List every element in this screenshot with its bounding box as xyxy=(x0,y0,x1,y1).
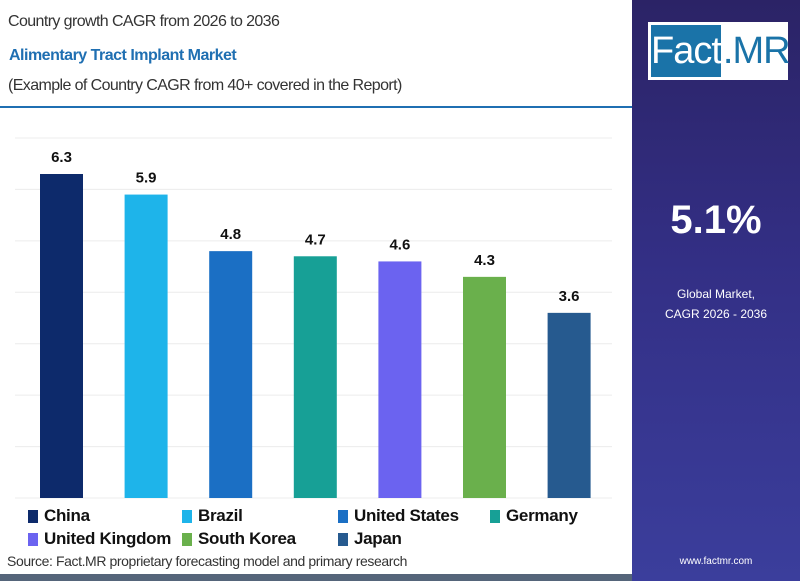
data-label: 4.6 xyxy=(389,236,410,253)
legend-label: China xyxy=(44,506,90,525)
legend-swatch xyxy=(338,509,348,523)
bar-china xyxy=(40,174,83,498)
legend-item: Japan xyxy=(338,529,402,549)
chart-subtitle: (Example of Country CAGR from 40+ covere… xyxy=(8,77,402,94)
source-note: Source: Fact.MR proprietary forecasting … xyxy=(7,553,407,569)
data-label: 4.8 xyxy=(220,226,241,243)
legend-label: Japan xyxy=(354,529,402,548)
bottom-bar xyxy=(0,574,632,581)
bar-united-states xyxy=(209,251,253,498)
bar-germany xyxy=(293,256,337,498)
logo-text-fact: Fact xyxy=(651,25,722,77)
label-line-2: CAGR 2026 - 2036 xyxy=(664,307,768,321)
bar-chart: 6.3 5.9 4.8 4.7 4.6 4.3 3.6 xyxy=(15,137,612,499)
legend-swatch xyxy=(490,509,500,523)
legend-swatch xyxy=(182,532,192,546)
legend-item: South Korea xyxy=(182,529,296,549)
logo-text-mr: .MR xyxy=(722,29,791,72)
legend-swatch xyxy=(182,509,192,523)
legend-swatch xyxy=(28,509,38,523)
legend-item: United Kingdom xyxy=(28,529,171,549)
header-divider xyxy=(0,106,632,108)
legend-label: United States xyxy=(354,506,459,525)
chart-caption: Country growth CAGR from 2026 to 2036 xyxy=(8,13,280,30)
global-cagr-label: Global Market, CAGR 2026 - 2036 xyxy=(632,284,800,324)
legend-label: Germany xyxy=(506,506,578,525)
data-label: 5.9 xyxy=(136,170,157,187)
legend-label: Brazil xyxy=(198,506,243,525)
global-cagr-value: 5.1% xyxy=(670,198,762,242)
legend-label: South Korea xyxy=(198,529,296,548)
data-label: 4.7 xyxy=(305,231,326,248)
summary-panel: Fact .MR 5.1% Global Market, CAGR 2026 -… xyxy=(632,0,800,581)
bar-japan xyxy=(547,312,591,498)
legend-swatch xyxy=(338,532,348,546)
data-label: 6.3 xyxy=(51,149,72,166)
legend-item: United States xyxy=(338,506,459,526)
legend-label: United Kingdom xyxy=(44,529,172,548)
legend-item: Brazil xyxy=(182,506,243,526)
factmr-logo: Fact .MR xyxy=(648,22,791,80)
website-link[interactable]: www.factmr.com xyxy=(679,556,753,567)
legend-swatch xyxy=(28,532,38,546)
label-line-1: Global Market, xyxy=(676,287,756,301)
data-label: 3.6 xyxy=(559,288,580,305)
legend-item: Germany xyxy=(490,506,578,526)
bar-south-korea xyxy=(463,276,506,498)
bar-brazil xyxy=(124,194,168,499)
chart-panel: Country growth CAGR from 2026 to 2036 Al… xyxy=(0,13,632,569)
bar-united-kingdom xyxy=(378,261,422,498)
legend-item: China xyxy=(28,506,90,526)
chart-title: Alimentary Tract Implant Market xyxy=(9,47,237,64)
data-label: 4.3 xyxy=(474,252,495,269)
